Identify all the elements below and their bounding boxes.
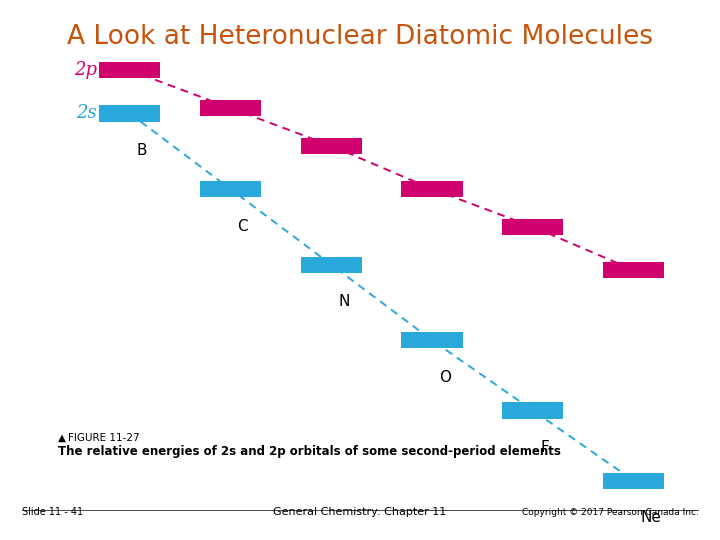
Text: A Look at Heteronuclear Diatomic Molecules: A Look at Heteronuclear Diatomic Molecul…	[67, 24, 653, 50]
Text: The relative energies of 2s and 2p orbitals of some second-period elements: The relative energies of 2s and 2p orbit…	[58, 446, 560, 458]
Text: O: O	[439, 370, 451, 385]
Text: FIGURE 11-27: FIGURE 11-27	[68, 433, 140, 443]
Bar	[200, 181, 261, 197]
Text: Copyright © 2017 Pearson Canada Inc.: Copyright © 2017 Pearson Canada Inc.	[521, 508, 698, 517]
Text: 2s: 2s	[76, 104, 97, 123]
Bar	[301, 256, 362, 273]
Bar	[503, 402, 563, 418]
Text: General Chemistry: Chapter 11: General Chemistry: Chapter 11	[274, 507, 446, 517]
Bar	[99, 62, 160, 78]
Text: Slide 11 - 41: Slide 11 - 41	[22, 507, 83, 517]
Bar	[301, 138, 362, 154]
Bar	[603, 262, 664, 278]
Text: N: N	[338, 294, 350, 309]
Text: C: C	[238, 219, 248, 234]
Bar	[402, 332, 462, 348]
Bar	[99, 105, 160, 122]
Text: 2p: 2p	[74, 61, 97, 79]
Text: F: F	[540, 440, 549, 455]
Text: ▲: ▲	[58, 433, 66, 443]
Bar	[402, 181, 462, 197]
Text: Ne: Ne	[641, 510, 662, 525]
Bar	[503, 219, 563, 235]
Text: B: B	[137, 143, 148, 158]
Bar	[603, 472, 664, 489]
Bar	[200, 100, 261, 116]
